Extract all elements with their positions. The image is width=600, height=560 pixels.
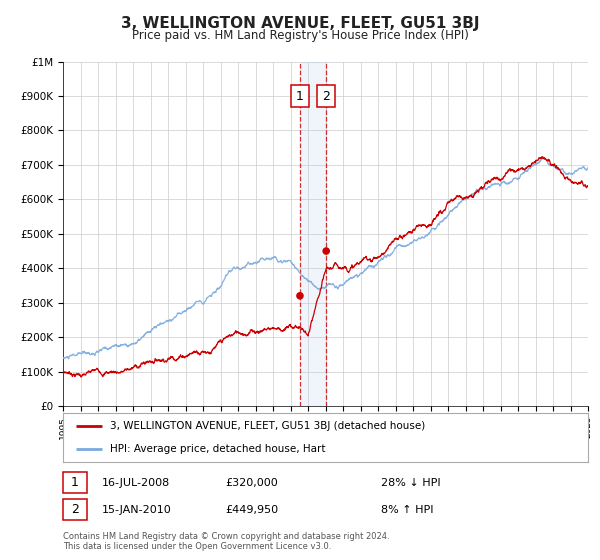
Text: 28% ↓ HPI: 28% ↓ HPI xyxy=(381,478,440,488)
Text: 1: 1 xyxy=(71,476,79,489)
Text: £449,950: £449,950 xyxy=(225,505,278,515)
Text: 15-JAN-2010: 15-JAN-2010 xyxy=(102,505,172,515)
Text: 3, WELLINGTON AVENUE, FLEET, GU51 3BJ: 3, WELLINGTON AVENUE, FLEET, GU51 3BJ xyxy=(121,16,479,31)
Text: Price paid vs. HM Land Registry's House Price Index (HPI): Price paid vs. HM Land Registry's House … xyxy=(131,29,469,42)
Text: HPI: Average price, detached house, Hart: HPI: Average price, detached house, Hart xyxy=(110,444,326,454)
Bar xyxy=(300,62,326,406)
Text: 1: 1 xyxy=(296,90,304,102)
Text: 2: 2 xyxy=(322,90,330,102)
Text: £320,000: £320,000 xyxy=(225,478,278,488)
Text: 8% ↑ HPI: 8% ↑ HPI xyxy=(381,505,433,515)
Text: 3, WELLINGTON AVENUE, FLEET, GU51 3BJ (detached house): 3, WELLINGTON AVENUE, FLEET, GU51 3BJ (d… xyxy=(110,421,425,431)
Text: 2: 2 xyxy=(71,503,79,516)
Text: Contains HM Land Registry data © Crown copyright and database right 2024.
This d: Contains HM Land Registry data © Crown c… xyxy=(63,532,389,552)
Point xyxy=(322,246,331,255)
Point xyxy=(295,291,305,300)
Text: 16-JUL-2008: 16-JUL-2008 xyxy=(102,478,170,488)
